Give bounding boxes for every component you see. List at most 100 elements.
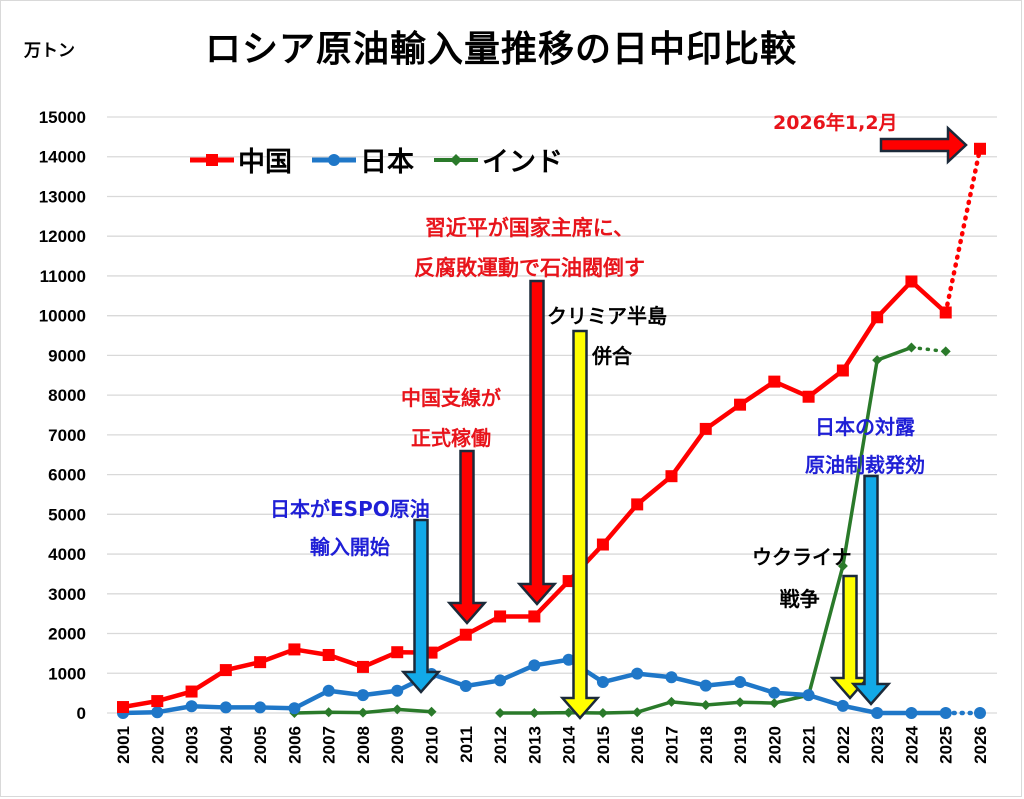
x-tick-label: 2023 <box>868 726 887 764</box>
data-point-japan <box>596 676 609 689</box>
legend-label-japan: 日本 <box>360 147 414 178</box>
data-point-japan <box>459 679 472 692</box>
data-point-china <box>117 701 129 714</box>
y-tick-label: 1000 <box>48 664 86 683</box>
annotation-text: 併合 <box>592 344 632 368</box>
chart-title: ロシア原油輸入量推移の日中印比較 <box>205 29 798 70</box>
data-point-japan <box>699 679 712 692</box>
data-point-india <box>426 706 437 717</box>
annotation-china-branch: 中国支線が 正式稼働 <box>401 378 501 458</box>
x-tick-label: 2009 <box>388 726 407 764</box>
y-tick-label: 6000 <box>48 466 86 485</box>
data-point-china <box>665 470 678 483</box>
y-tick-label: 8000 <box>48 386 86 405</box>
x-tick-label: 2020 <box>765 726 784 764</box>
data-point-india <box>666 696 677 707</box>
data-point-japan <box>185 700 198 713</box>
data-point-china <box>974 142 986 155</box>
data-point-china <box>356 660 369 673</box>
y-tick-label: 2000 <box>48 625 86 644</box>
data-point-china <box>494 610 507 623</box>
annotation-xi-jinping: 習近平が国家主席に、 反腐敗運動で石油閥倒す <box>414 208 645 288</box>
data-point-china <box>802 390 815 403</box>
data-point-china <box>459 628 472 641</box>
arrow-china-branch <box>446 449 488 625</box>
data-point-japan <box>151 706 164 719</box>
legend-swatch-china <box>190 153 234 166</box>
legend: 中国 日本 インド <box>190 140 563 179</box>
data-point-japan <box>322 684 335 697</box>
data-point-china <box>631 498 644 511</box>
series-dotted-line-2 <box>909 345 948 354</box>
data-point-china <box>288 643 301 656</box>
data-point-japan <box>494 674 507 687</box>
x-tick-label: 2013 <box>525 726 544 764</box>
data-point-japan <box>254 701 267 714</box>
data-point-india <box>563 707 574 718</box>
x-tick-label: 2008 <box>354 726 373 764</box>
data-point-japan <box>562 653 575 666</box>
data-point-india <box>837 560 848 571</box>
data-point-japan <box>871 707 884 719</box>
annotation-text: 中国支線が <box>401 386 501 410</box>
x-tick-label: 2001 <box>114 726 133 764</box>
y-tick-label: 9000 <box>48 346 86 365</box>
data-point-china <box>734 398 747 411</box>
x-tick-label: 2019 <box>731 726 750 764</box>
x-tick-label: 2026 <box>971 726 990 764</box>
annotation-text: 原油制裁発効 <box>805 453 925 477</box>
x-tick-label: 2017 <box>662 726 681 764</box>
data-point-india <box>597 708 608 718</box>
annotation-text: ウクライナ <box>752 545 852 569</box>
data-point-japan <box>939 707 952 719</box>
y-tick-label: 15000 <box>39 108 86 127</box>
data-point-china <box>699 422 712 435</box>
data-point-japan <box>219 701 232 714</box>
arrow-china-2026 <box>879 125 968 165</box>
arrow-japan-espo <box>400 518 442 694</box>
legend-swatch-japan <box>312 153 356 166</box>
y-tick-label: 7000 <box>48 426 86 445</box>
x-tick-label: 2002 <box>148 726 167 764</box>
x-tick-label: 2015 <box>594 726 613 764</box>
data-point-china <box>768 375 781 388</box>
x-tick-label: 2025 <box>937 726 956 764</box>
data-point-china <box>562 575 575 588</box>
x-tick-label: 2003 <box>183 726 202 764</box>
data-point-india <box>357 707 368 718</box>
x-tick-label: 2024 <box>902 725 921 763</box>
x-tick-label: 2007 <box>320 726 339 764</box>
x-tick-label: 2005 <box>251 726 270 764</box>
legend-label-china: 中国 <box>238 147 292 178</box>
annotation-text: クリミア半島 <box>547 304 667 328</box>
annotation-text: 反腐敗運動で石油閥倒す <box>414 256 645 280</box>
data-point-india <box>769 698 780 709</box>
data-point-india <box>906 342 917 353</box>
data-point-india <box>632 707 643 718</box>
data-point-india <box>700 700 711 711</box>
data-point-japan <box>974 707 986 719</box>
data-point-china <box>939 306 952 319</box>
y-axis-unit-label: 万トン <box>24 41 75 61</box>
x-tick-label: 2021 <box>800 726 819 764</box>
data-point-china <box>151 695 164 708</box>
data-point-japan <box>356 689 369 702</box>
y-tick-label: 14000 <box>39 148 86 167</box>
legend-label-india: インド <box>482 147 563 178</box>
y-tick-label: 3000 <box>48 585 86 604</box>
data-point-india <box>392 704 403 715</box>
annotation-china-2026: 2026年1,2月 <box>773 108 898 135</box>
y-tick-label: 10000 <box>39 307 86 326</box>
annotation-text: 戦争 <box>779 587 820 611</box>
y-tick-label: 11000 <box>40 267 86 286</box>
x-tick-label: 2011 <box>457 726 476 763</box>
legend-item-china: 中国 <box>190 140 292 179</box>
data-point-japan <box>768 686 781 699</box>
data-point-japan <box>802 689 815 702</box>
data-point-india <box>323 707 334 718</box>
data-point-china <box>871 311 884 324</box>
data-point-china <box>836 364 849 377</box>
data-point-japan <box>288 702 301 715</box>
